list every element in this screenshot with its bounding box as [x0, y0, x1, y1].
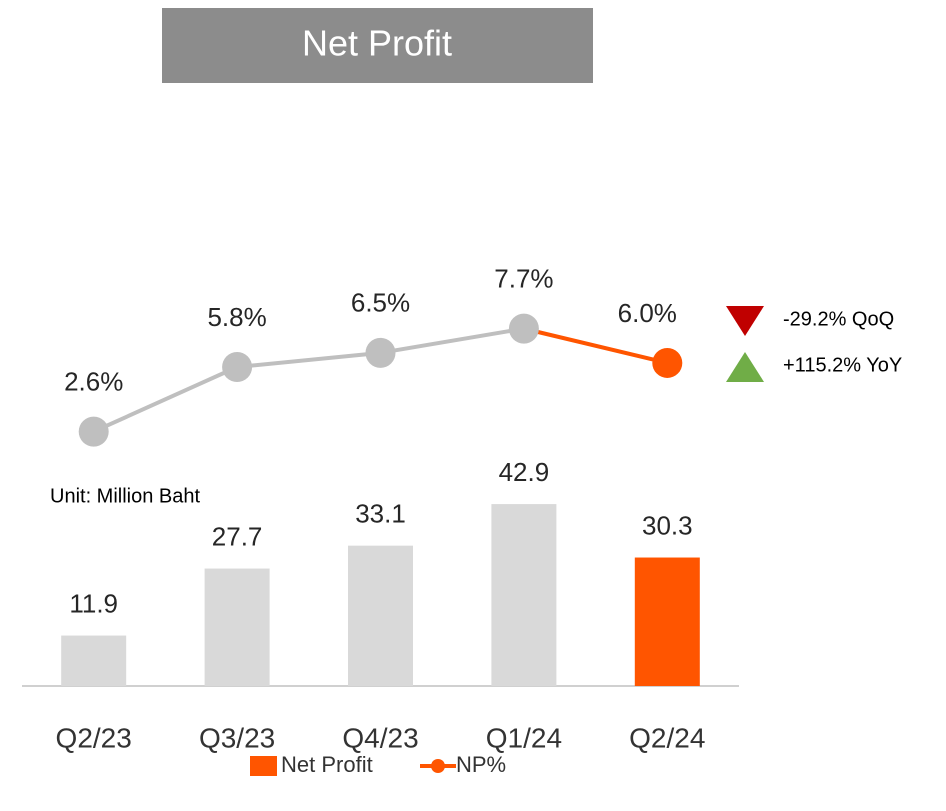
- line-segment: [236, 350, 381, 369]
- line-point: [508, 313, 539, 344]
- bar: [204, 568, 270, 686]
- legend-swatch: [431, 759, 445, 773]
- bar-value-label: 30.3: [642, 510, 693, 540]
- bar: [348, 545, 413, 686]
- change-label: +115.2% YoY: [783, 354, 902, 376]
- bar-value-label: 42.9: [499, 457, 550, 487]
- x-tick-label: Q4/23: [342, 722, 418, 753]
- line-point: [652, 347, 683, 378]
- x-tick-label: Q2/24: [629, 722, 705, 753]
- title-box: [162, 8, 593, 83]
- bar-value-label: 11.9: [69, 588, 118, 618]
- line-value-label: 6.0%: [618, 298, 677, 328]
- legend-label: NP%: [456, 752, 506, 777]
- bar-value-label: 33.1: [355, 499, 406, 529]
- change-arrow: [726, 352, 764, 382]
- change-arrow: [726, 306, 764, 336]
- change-label: -29.2% QoQ: [783, 308, 894, 330]
- bar: [634, 557, 700, 686]
- line-value-label: 2.6%: [64, 366, 123, 396]
- line-point: [78, 416, 109, 447]
- legend-swatch: [250, 756, 277, 776]
- bar: [61, 635, 127, 686]
- legend-label: Net Profit: [281, 752, 373, 777]
- line-segment: [380, 326, 525, 355]
- chart-title: Net Profit: [302, 23, 452, 64]
- line-value-label: 7.7%: [494, 264, 553, 294]
- line-point: [222, 351, 253, 382]
- x-tick-label: Q2/23: [56, 722, 132, 753]
- line-value-label: 6.5%: [351, 288, 410, 318]
- line-value-label: 5.8%: [207, 302, 266, 332]
- line-segment: [523, 326, 668, 365]
- line-point: [365, 337, 396, 368]
- bar-value-label: 27.7: [212, 521, 263, 551]
- x-tick-label: Q3/23: [199, 722, 275, 753]
- bar: [491, 504, 557, 686]
- unit-note: Unit: Million Baht: [50, 485, 201, 507]
- line-segment: [92, 365, 238, 434]
- x-tick-label: Q1/24: [486, 722, 562, 753]
